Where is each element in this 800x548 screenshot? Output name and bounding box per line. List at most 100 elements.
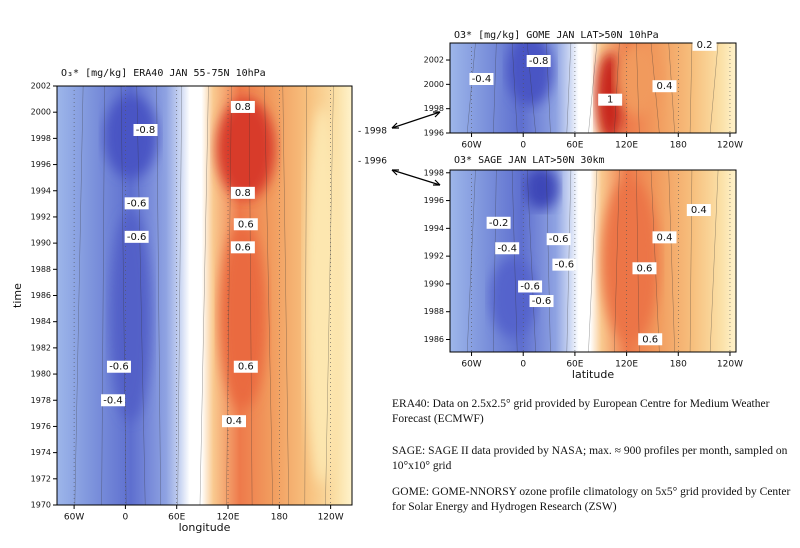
field-blob [490,257,536,338]
y-tick-label: 1986 [31,291,51,300]
contour-line [511,170,518,352]
contour-line [709,170,719,352]
y-tick-label: 1996 [424,129,444,138]
contour-line [156,86,161,505]
contour-label: 0.8 [235,188,251,199]
arrows [391,111,441,186]
contour-label: -0.6 [555,260,575,271]
x-tick-label: 120E [217,513,240,523]
x-tick-label: 120E [615,360,638,370]
contour-label: 0.4 [657,81,673,92]
contour-line [636,43,640,133]
y-tick-label: 1988 [31,265,51,274]
contour-line [546,170,551,352]
contour-label-bg [124,230,149,243]
field [450,170,736,352]
y-tick-label: 2002 [424,56,444,65]
contour-line [304,86,307,505]
y-tick-label: 1994 [424,224,444,233]
field-blob [601,179,659,343]
field [57,86,352,505]
field-blob [104,94,158,179]
contour-label: 0.6 [235,242,251,253]
contour-label-bg [518,280,543,293]
contour-line [120,86,127,505]
contour-line [588,43,598,133]
contour-label-bg [638,333,663,346]
y-tick-label: 2000 [31,108,51,117]
x-tick-label: 60E [566,141,583,151]
field-blob [304,106,341,485]
contour-label: -0.6 [127,232,147,243]
x-tick-label: 120W [717,360,743,370]
contour-field [450,43,736,133]
contour-line [177,86,183,505]
contour-label: -0.6 [520,281,540,292]
contour-label-bg [546,233,571,246]
contour-label: -0.4 [103,395,123,406]
contour-line [493,170,497,352]
contour-label-bg [686,204,711,217]
chart-title: O3* [mg/kg] GOME JAN LAT>50N 10hPa [454,30,659,41]
contour-label: 0.4 [691,205,707,216]
y-tick-label: 1998 [31,134,51,143]
contour-label: -0.4 [472,74,492,85]
contour-label: 0.4 [226,416,242,427]
contour-label-bg [692,38,717,51]
annotation: - 1998 [358,127,387,137]
y-tick-label: 1990 [424,279,444,288]
contour-label-bg [552,258,577,271]
contour-label: -0.6 [109,362,129,373]
contour-label-bg [652,80,677,93]
contour-line [282,86,290,505]
x-tick-label: 0 [520,360,526,370]
contour-line [526,170,536,352]
x-tick-label: 0 [520,141,526,151]
y-tick-label: 1976 [31,422,51,431]
contour-line [325,86,334,505]
contour-field [57,86,352,505]
x-axis-label: latitude [572,368,614,381]
contour-label: 0.4 [657,232,673,243]
contour-line [709,43,719,133]
contour-field [450,170,736,352]
contour-label: -0.2 [489,218,509,229]
chart-title: O₃* [mg/kg] ERA40 JAN 55-75N 10hPa [61,68,266,79]
contour-label-bg [486,216,511,229]
y-tick-label: 1980 [31,370,51,379]
x-tick-label: 120W [717,141,743,151]
contour-line [511,43,518,133]
x-axis-label: longitude [179,521,231,534]
contour-line [614,170,620,352]
contour-label-bg [230,241,255,254]
field-blob [110,211,152,422]
field-blob [615,43,662,115]
contour-label: -0.8 [529,56,549,67]
contour-line [199,86,209,505]
contour-label: 0.6 [238,362,254,373]
plot-frame [449,42,737,134]
contour-line [614,43,620,133]
plot-frame [449,169,737,353]
contour-label: 0.2 [697,40,713,51]
contour-label-bg [652,231,677,244]
contour-label: 0.6 [642,334,658,345]
x-tick-label: 60E [566,360,583,370]
x-tick-label: 60W [461,360,481,370]
contour-label: -0.8 [136,125,156,136]
y-tick-label: 2002 [31,82,51,91]
caption: GOME: GOME-NNORSY ozone profile climatol… [392,486,791,513]
y-tick-label: 1988 [424,307,444,316]
contour-line [101,86,105,505]
contour-label-bg [526,55,551,67]
contour-label-bg [230,186,255,199]
field-blob [524,170,559,211]
y-axis-label: time [11,283,24,308]
caption: SAGE: SAGE II data provided by NASA; max… [392,445,788,472]
y-tick-label: 1996 [31,160,51,169]
field [450,43,736,133]
contour-line [668,170,675,352]
contour-label-bg [598,93,623,106]
y-tick-label: 1984 [31,317,51,326]
